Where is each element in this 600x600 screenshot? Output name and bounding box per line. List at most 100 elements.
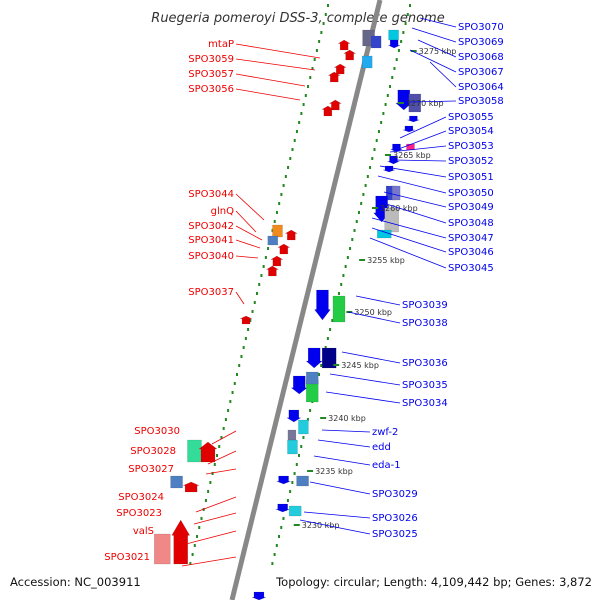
kbp-tick-label: 3240 kbp [328, 414, 366, 423]
left-track-dot [255, 292, 258, 295]
kbp-tick-label: 3270 kbp [406, 99, 444, 108]
right-track-dot [286, 499, 289, 502]
gene-feature-arrow [287, 439, 298, 455]
label-leader-line [409, 49, 457, 73]
accession-text: Accession: NC_003911 [10, 575, 141, 589]
right-track-dot [317, 373, 320, 376]
gene-label-right: SPO3029 [372, 489, 418, 500]
gene-label-right: SPO3046 [448, 247, 494, 258]
label-leader-line [341, 351, 401, 364]
gene-label-right: SPO3038 [402, 318, 448, 329]
gene-feature-arrow [276, 475, 291, 485]
gene-feature-arrow [342, 49, 357, 61]
left-track-dot [200, 517, 203, 520]
label-leader-line [193, 512, 237, 525]
gene-label-right: SPO3054 [448, 126, 494, 137]
left-track-dot [324, 13, 327, 16]
left-track-dot [235, 373, 238, 376]
label-leader-line [235, 193, 265, 221]
label-leader-line [195, 496, 237, 513]
gene-label-right: SPO3026 [372, 513, 418, 524]
left-track-dot [196, 535, 199, 538]
left-track-dot [267, 247, 270, 250]
gene-label-left: SPO3041 [188, 235, 234, 246]
kbp-ticks: 3230 kbp 3235 kbp 3240 kbp 3245 kbp 3250 kbp… [293, 47, 456, 530]
right-track-dot [298, 454, 301, 457]
left-track-dot [231, 391, 234, 394]
kbp-tick-label: 3245 kbp [341, 361, 379, 370]
gene-feature-arrow [361, 55, 373, 69]
gene-feature-arrow [305, 371, 319, 385]
label-leader-line [347, 311, 401, 324]
label-leader-line [205, 468, 237, 475]
left-track-dot [216, 454, 219, 457]
kbp-tick-label: 3255 kbp [367, 256, 405, 265]
gene-feature-arrow [251, 591, 267, 600]
left-track-dot [320, 31, 323, 34]
right-track-dot [364, 184, 367, 187]
left-track-dot [327, 4, 330, 7]
gene-feature-arrow [298, 419, 309, 435]
label-leader-line [235, 88, 301, 101]
label-leader-line [417, 39, 457, 58]
right-track-dot [353, 229, 356, 232]
left-track-dot [262, 265, 265, 268]
right-track-dot [309, 409, 312, 412]
left-track-dot [193, 544, 196, 547]
gene-feature-arrow [154, 533, 171, 565]
right-track-dot [346, 256, 349, 259]
right-track-dot [351, 238, 354, 241]
gene-label-left: SPO3057 [188, 69, 234, 80]
left-track-dot [318, 40, 321, 43]
gene-feature-arrow [402, 125, 416, 133]
gene-label-right: SPO3070 [458, 22, 504, 33]
right-track-dot [389, 85, 392, 88]
gene-feature-arrow [296, 475, 309, 487]
left-track-dot [307, 85, 310, 88]
left-track-dot [309, 76, 312, 79]
kbp-tick-label: 3250 kbp [354, 308, 392, 317]
right-track-dot [324, 346, 327, 349]
gene-label-right: SPO3049 [448, 202, 494, 213]
gene-feature-arrow [328, 99, 343, 111]
gene-feature-arrow [285, 409, 302, 423]
label-leader-line [329, 373, 401, 386]
genome-title: Ruegeria pomeroyi DSS-3, complete genome [151, 11, 444, 26]
left-track-dot [247, 328, 250, 331]
gene-feature-arrow [272, 224, 283, 238]
label-leader-line [325, 391, 401, 404]
right-track-dot [337, 292, 340, 295]
gene-label-left: SPO3027 [128, 464, 174, 475]
gene-label-right: SPO3034 [402, 398, 448, 409]
gene-label-left: glnQ [211, 206, 234, 217]
gene-feature-arrow [198, 441, 218, 463]
left-track-dot [284, 175, 287, 178]
label-leader-line [309, 481, 371, 495]
gene-feature-arrow [265, 265, 280, 277]
gene-label-left: SPO3042 [188, 221, 234, 232]
label-leader-line [371, 217, 447, 239]
right-track-dot [369, 166, 372, 169]
right-track-dot [375, 139, 378, 142]
gene-feature-arrow [275, 503, 290, 513]
left-track-dot [229, 400, 232, 403]
label-leader-line [395, 130, 447, 151]
right-track-dot [384, 103, 387, 106]
label-leader-line [355, 295, 401, 306]
gene-label-right: SPO3053 [448, 141, 494, 152]
gene-feature-arrow [408, 93, 422, 113]
gene-feature-arrow [391, 185, 401, 201]
left-track-dot [311, 67, 314, 70]
label-leader-line [299, 519, 371, 535]
left-track-dot [260, 274, 263, 277]
right-track-dot [380, 121, 383, 124]
gene-label-left: SPO3024 [118, 492, 164, 503]
gene-label-right: SPO3055 [448, 112, 494, 123]
left-track-dot [204, 499, 207, 502]
gene-label-right: zwf-2 [372, 427, 398, 438]
left-track-dot [253, 301, 256, 304]
label-leader-line [185, 530, 237, 545]
gene-feature-arrow [327, 71, 342, 83]
genome-axis-line [229, 0, 383, 600]
